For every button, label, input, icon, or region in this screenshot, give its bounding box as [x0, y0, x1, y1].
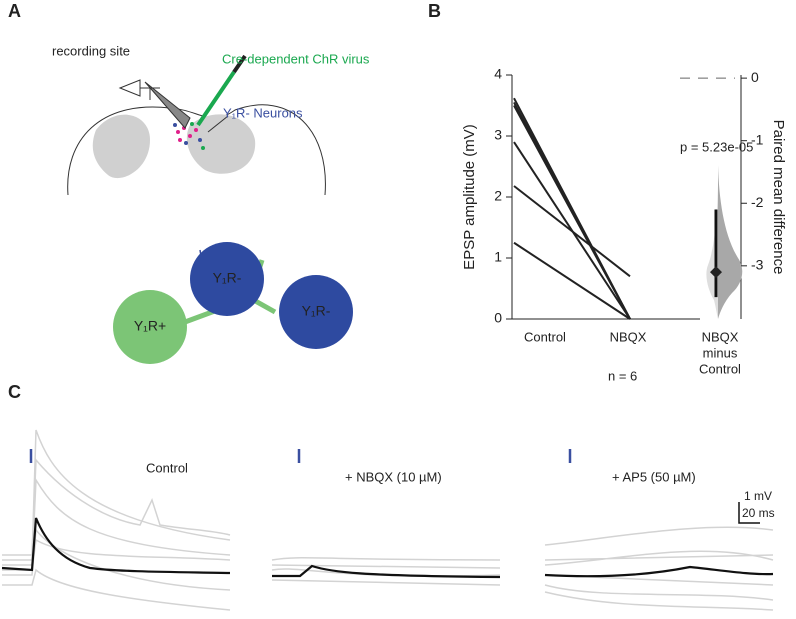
brain-schematic: [67, 54, 326, 196]
virus-label: Cre-dependent ChR virus: [222, 51, 370, 66]
condition-label: + NBQX (10 µM): [345, 469, 442, 484]
paired-line: [513, 105, 631, 320]
y-tick-label: 3: [494, 127, 502, 143]
paired-line: [513, 185, 631, 278]
paired-line: [513, 241, 631, 320]
scale-label: 20 ms: [742, 506, 775, 520]
cell: [113, 290, 187, 364]
x-tick-label: Control: [524, 329, 566, 344]
y-tick-label: 2: [494, 188, 502, 204]
neurons-label: Y₁R- Neurons: [223, 105, 303, 120]
scale-bar: [738, 502, 760, 524]
panel-label: B: [428, 1, 441, 21]
cell-label: Y₁R-: [213, 270, 242, 286]
y2-tick-label: 0: [751, 69, 759, 85]
stimulus-marks: [29, 449, 572, 463]
recording-label: recording site: [52, 43, 130, 58]
difference-label: NBQX: [702, 329, 739, 344]
y-tick-label: 1: [494, 249, 502, 265]
y2-tick-label: -3: [751, 257, 764, 273]
condition-label: Control: [146, 460, 188, 475]
y2-tick-label: -2: [751, 194, 764, 210]
panel-label: A: [8, 1, 21, 21]
y2-tick-label: -1: [751, 131, 764, 147]
y-tick-label: 4: [494, 66, 502, 82]
y2-axis-label: Paired mean difference: [770, 120, 787, 275]
mean-difference: [710, 266, 722, 279]
panel-label: C: [8, 382, 21, 402]
scale-label: 1 mV: [744, 489, 772, 503]
cell: [190, 242, 264, 316]
trial-traces: [2, 429, 774, 611]
cell: [279, 275, 353, 349]
difference-label: Control: [699, 361, 741, 376]
cell-label: Y₁R-: [302, 303, 331, 319]
x-tick-label: NBQX: [610, 329, 647, 344]
bootstrap-distribution: [718, 165, 743, 319]
annotation: p = 5.23e-05: [680, 139, 753, 154]
n-label: n = 6: [608, 368, 637, 383]
condition-label: + AP5 (50 µM): [612, 469, 696, 484]
mean-traces: [1, 517, 774, 579]
y-axis-label: EPSP amplitude (mV): [461, 124, 478, 270]
difference-label: minus: [703, 345, 738, 360]
y-tick-label: 0: [494, 310, 502, 326]
cell-label: Y₁R+: [134, 318, 166, 334]
